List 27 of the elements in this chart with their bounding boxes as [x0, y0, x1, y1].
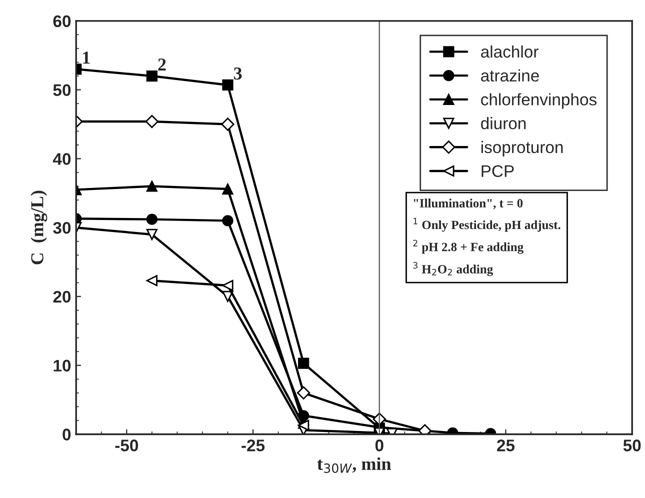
y-tick-label: 50 [53, 84, 71, 96]
annotation: 1 [83, 52, 90, 64]
y-tick-label: 20 [53, 290, 71, 303]
y-tick-label: 40 [52, 153, 71, 165]
legend-label: PCP [482, 165, 514, 178]
x-axis-title: t$_{30W}$, min [317, 457, 392, 473]
annotation: $^{2}$ pH 2.8 + Fe adding [413, 240, 524, 254]
x-tick-label: 25 [497, 440, 515, 452]
y-tick-label: 60 [53, 15, 71, 28]
x-tick-label: 50 [623, 440, 641, 452]
x-tick-label: -50 [115, 440, 138, 452]
annotation: $^{1}$ Only Pesticide, pH adjust. [414, 218, 560, 232]
x-tick-label: -25 [242, 440, 265, 452]
legend-label: alachlor [481, 45, 538, 58]
annotation: $^{3}$ H$_{2}$O$_{2}$ adding [413, 262, 493, 276]
annotation: "Illumination", t = 0 [414, 198, 523, 210]
legend-label: diuron [481, 117, 526, 130]
legend-label: atrazine [481, 69, 539, 82]
annotation: 3 [234, 67, 242, 80]
legend-label: chlorfenvinphos [481, 93, 596, 109]
y-axis-title: C (mg/L) [30, 190, 48, 264]
annotation: 2 [158, 58, 166, 70]
y-tick-label: 30 [53, 222, 71, 234]
y-tick-label: 0 [62, 428, 71, 440]
x-tick-label: 0 [375, 440, 384, 452]
y-tick-label: 10 [54, 360, 71, 372]
legend-label: isoproturon [481, 140, 563, 156]
